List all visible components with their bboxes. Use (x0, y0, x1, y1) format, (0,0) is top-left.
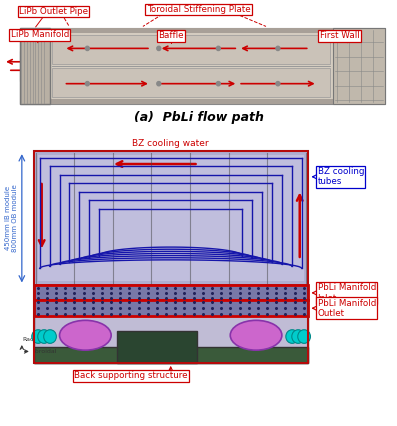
Circle shape (298, 330, 310, 343)
Text: PbLi Manifold
Outlet: PbLi Manifold Outlet (318, 299, 376, 318)
Text: Toroidal Stiffening Plate: Toroidal Stiffening Plate (146, 5, 251, 14)
Ellipse shape (60, 320, 111, 350)
Bar (20, 51, 38, 81)
Circle shape (157, 46, 161, 51)
Text: Baffle: Baffle (158, 31, 183, 40)
Text: LiPb Manifold: LiPb Manifold (10, 30, 69, 40)
Circle shape (276, 81, 280, 86)
Bar (38, 155, 304, 281)
Text: Radial: Radial (23, 337, 42, 342)
Bar (34, 151, 308, 363)
Circle shape (85, 46, 89, 51)
Text: Toroidal: Toroidal (33, 349, 57, 354)
Bar (52, 68, 330, 97)
Text: (a)  PbLi flow path: (a) PbLi flow path (133, 111, 264, 124)
Text: BZ cooling water: BZ cooling water (132, 139, 209, 148)
Bar (34, 151, 308, 363)
Text: LiPb Outlet Pipe: LiPb Outlet Pipe (19, 7, 88, 16)
Bar (52, 35, 330, 64)
Bar (34, 300, 308, 316)
Bar (20, 99, 385, 104)
Circle shape (216, 46, 220, 51)
Bar (20, 28, 385, 33)
Bar (333, 28, 385, 104)
Circle shape (38, 330, 50, 343)
Text: BZ cooling
tubes: BZ cooling tubes (318, 167, 364, 187)
Circle shape (292, 330, 304, 343)
Text: First Wall: First Wall (320, 31, 359, 40)
Bar (117, 331, 197, 363)
Bar (34, 347, 308, 363)
Circle shape (216, 81, 220, 86)
Circle shape (85, 81, 89, 86)
Circle shape (157, 81, 161, 86)
Ellipse shape (230, 320, 282, 350)
Text: 450mm IB module
800mm OB module: 450mm IB module 800mm OB module (6, 184, 18, 252)
Circle shape (32, 330, 44, 343)
Bar (20, 28, 385, 104)
Circle shape (44, 330, 56, 343)
Circle shape (286, 330, 299, 343)
Bar (34, 316, 308, 363)
Circle shape (276, 46, 280, 51)
Bar (34, 285, 308, 300)
Text: Back supporting structure: Back supporting structure (74, 371, 188, 380)
Bar (20, 28, 50, 104)
Bar (34, 151, 308, 285)
Text: PbLi Manifold
Inlet: PbLi Manifold Inlet (318, 283, 376, 302)
